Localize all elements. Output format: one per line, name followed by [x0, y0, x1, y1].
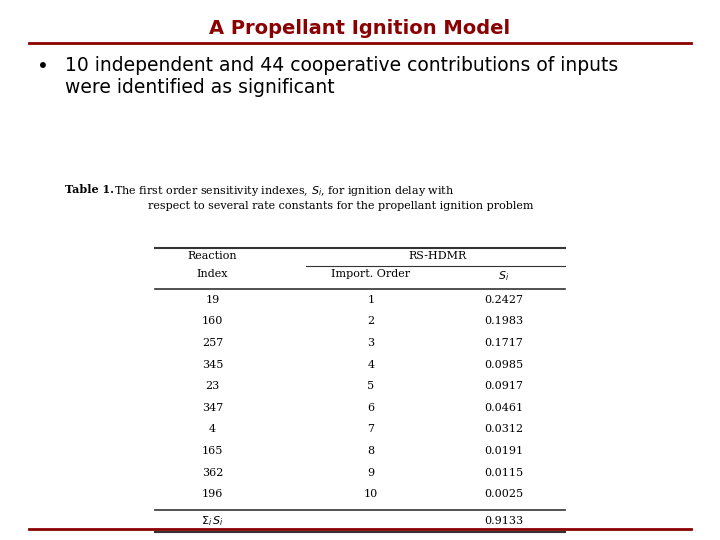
Text: 257: 257: [202, 338, 223, 348]
Text: 4: 4: [209, 424, 216, 434]
Text: Table 1.: Table 1.: [65, 184, 114, 194]
Text: •: •: [37, 57, 49, 76]
Text: 0.2427: 0.2427: [485, 295, 523, 305]
Text: 8: 8: [367, 446, 374, 456]
Text: 0.1717: 0.1717: [485, 338, 523, 348]
Text: The first order sensitivity indexes, $S_i$, for ignition delay with: The first order sensitivity indexes, $S_…: [107, 184, 454, 198]
Text: 19: 19: [205, 295, 220, 305]
Text: 0.0025: 0.0025: [485, 489, 523, 499]
Text: were identified as significant: were identified as significant: [65, 78, 334, 97]
Text: 5: 5: [367, 381, 374, 391]
Text: 0.1983: 0.1983: [485, 316, 523, 326]
Text: 10: 10: [364, 489, 378, 499]
Text: Index: Index: [197, 269, 228, 279]
Text: RS-HDMR: RS-HDMR: [408, 251, 467, 261]
Text: 362: 362: [202, 468, 223, 477]
Text: A Propellant Ignition Model: A Propellant Ignition Model: [210, 19, 510, 38]
Text: $\Sigma_i\,S_i$: $\Sigma_i\,S_i$: [201, 514, 224, 528]
Text: 0.0191: 0.0191: [485, 446, 523, 456]
Text: 160: 160: [202, 316, 223, 326]
Text: 0.0917: 0.0917: [485, 381, 523, 391]
Text: 7: 7: [367, 424, 374, 434]
Text: Reaction: Reaction: [188, 251, 237, 261]
Text: 347: 347: [202, 403, 223, 413]
Text: 165: 165: [202, 446, 223, 456]
Text: 2: 2: [367, 316, 374, 326]
Text: 23: 23: [205, 381, 220, 391]
Text: 0.0115: 0.0115: [485, 468, 523, 477]
Text: 4: 4: [367, 360, 374, 369]
Text: Import. Order: Import. Order: [331, 269, 410, 279]
Text: 345: 345: [202, 360, 223, 369]
Text: 6: 6: [367, 403, 374, 413]
Text: 0.0985: 0.0985: [485, 360, 523, 369]
Text: $S_i$: $S_i$: [498, 269, 510, 283]
Text: 3: 3: [367, 338, 374, 348]
Text: respect to several rate constants for the propellant ignition problem: respect to several rate constants for th…: [148, 201, 533, 211]
Text: 10 independent and 44 cooperative contributions of inputs: 10 independent and 44 cooperative contri…: [65, 56, 618, 75]
Text: 196: 196: [202, 489, 223, 499]
Text: 1: 1: [367, 295, 374, 305]
Text: 9: 9: [367, 468, 374, 477]
Text: 0.0461: 0.0461: [485, 403, 523, 413]
Text: 0.0312: 0.0312: [485, 424, 523, 434]
Text: 0.9133: 0.9133: [485, 516, 523, 526]
